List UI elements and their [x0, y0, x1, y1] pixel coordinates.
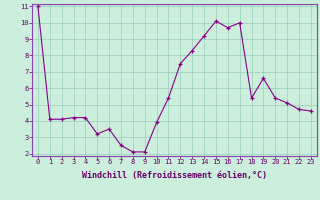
X-axis label: Windchill (Refroidissement éolien,°C): Windchill (Refroidissement éolien,°C) [82, 171, 267, 180]
